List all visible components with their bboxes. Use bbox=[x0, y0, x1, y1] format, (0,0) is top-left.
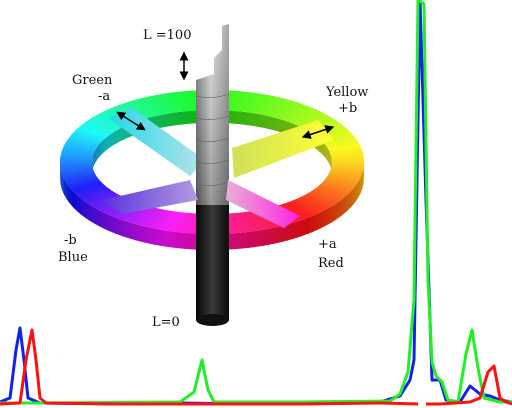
ring-inner-segment bbox=[330, 153, 331, 168]
ring-side-segment bbox=[61, 169, 62, 188]
label-l-bottom: L=0 bbox=[152, 315, 180, 330]
label-green-name: Green bbox=[72, 73, 113, 88]
label-red-name: Red bbox=[318, 256, 344, 271]
red-trace bbox=[0, 330, 512, 404]
lightness-axis-upper bbox=[196, 24, 229, 210]
label-red-axis: +a bbox=[318, 237, 337, 252]
label-yellow-axis: +b bbox=[338, 101, 357, 116]
label-green-axis: -a bbox=[98, 89, 110, 104]
lightness-axis-lower bbox=[196, 205, 229, 326]
ring-side-segment bbox=[61, 172, 62, 191]
label-blue-name: Blue bbox=[58, 250, 88, 265]
label-l-top: L =100 bbox=[143, 28, 191, 43]
label-blue-axis: -b bbox=[64, 233, 77, 248]
label-yellow-name: Yellow bbox=[325, 85, 368, 100]
